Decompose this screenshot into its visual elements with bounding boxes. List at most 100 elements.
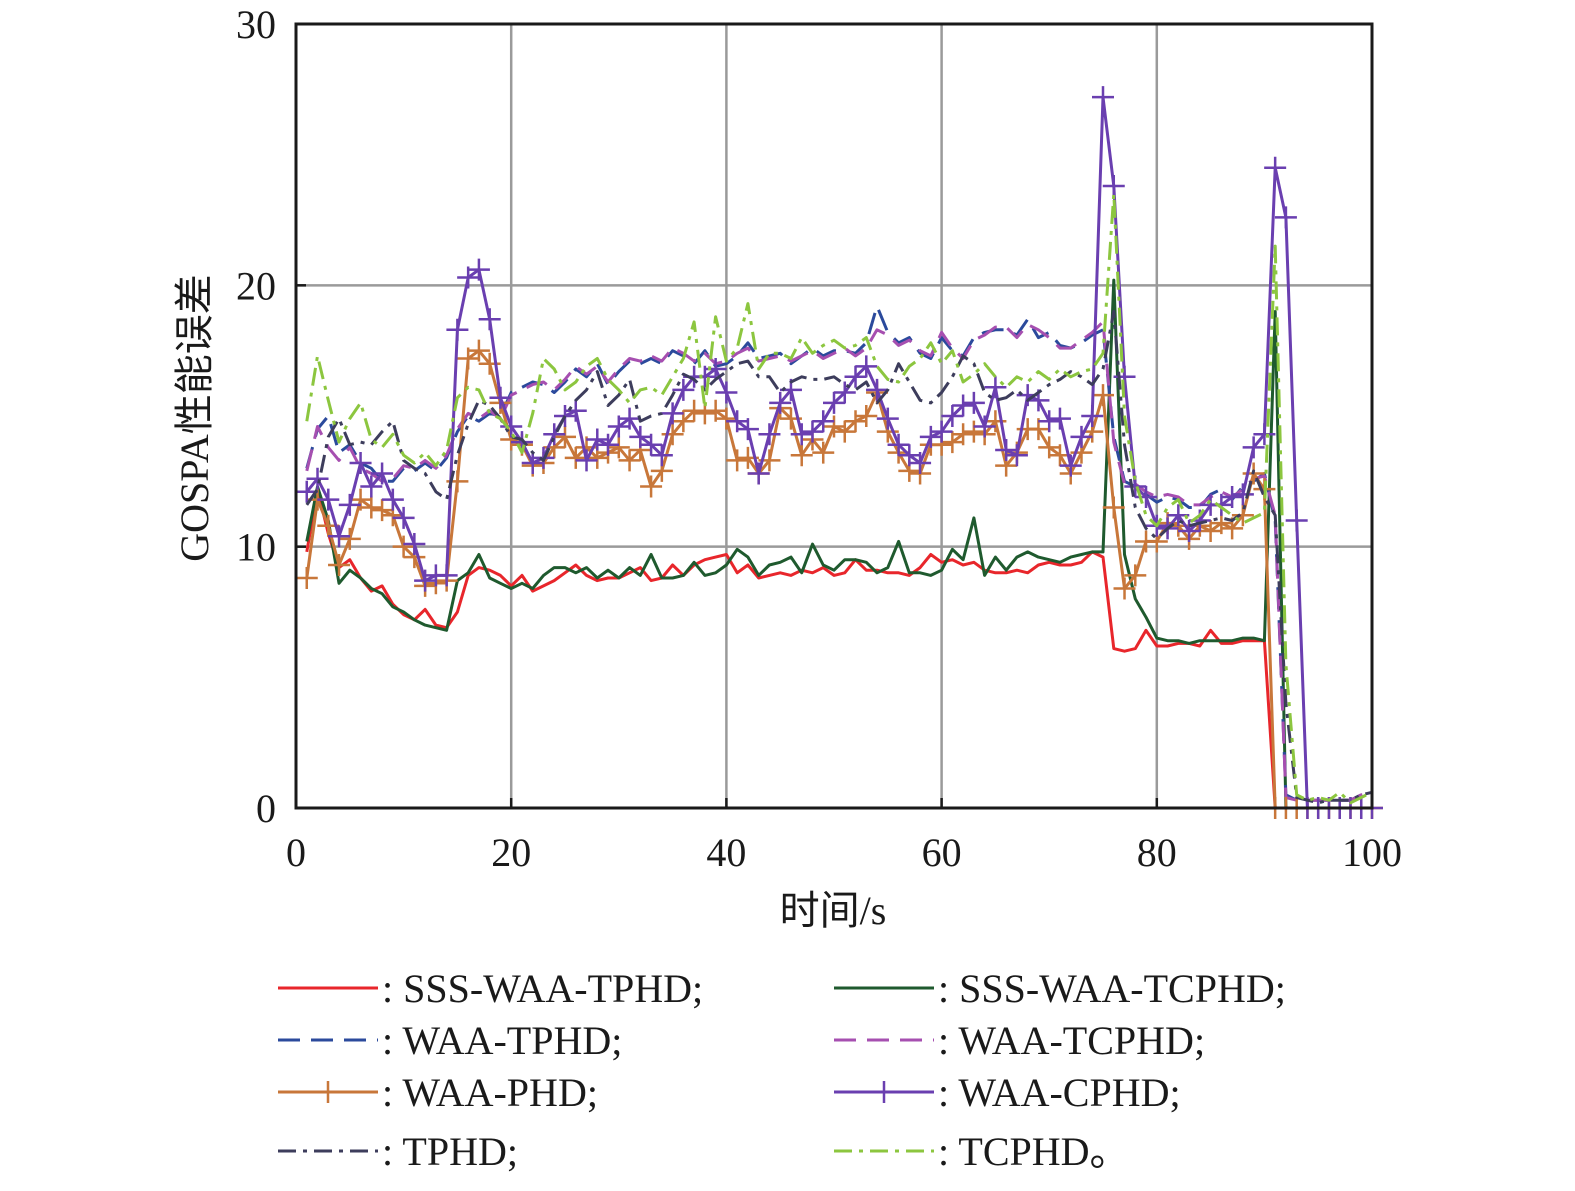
y-tick-label: 20 — [236, 263, 276, 308]
series-6-point-42 — [736, 418, 759, 441]
series-6-point-53 — [855, 355, 878, 378]
series-6-point-60 — [930, 420, 953, 443]
x-tick-label: 20 — [491, 830, 531, 875]
series-6-point-83 — [1178, 519, 1201, 542]
series-5-point-50 — [823, 415, 845, 438]
legend-label: : WAA-TCPHD; — [938, 1018, 1205, 1063]
series-6-point-14 — [435, 564, 458, 587]
series-6-point-36 — [672, 378, 695, 401]
series-5-point-40 — [715, 407, 738, 430]
series-6-point-7 — [360, 475, 383, 498]
series-6-point-28 — [586, 428, 609, 451]
series-6-point-43 — [747, 462, 770, 485]
series-6-point-27 — [575, 449, 598, 472]
series-5-point-8 — [371, 499, 394, 522]
series-6-point-66 — [995, 438, 1018, 461]
series-5-point-26 — [564, 446, 587, 469]
series-6-point-93 — [1285, 509, 1308, 532]
series-5-point-49 — [812, 441, 835, 464]
x-tick-labels: 0 20 40 60 80 100 — [286, 830, 1402, 875]
series-6-point-40 — [715, 381, 738, 404]
series-6-point-24 — [543, 423, 566, 446]
legend-item-2: : SSS-WAA-TCPHD; — [834, 966, 1286, 1011]
series-6-point-35 — [661, 402, 684, 425]
series-line-8 — [305, 192, 1373, 805]
legend-item-8: : TCPHD。 — [834, 1129, 1130, 1174]
series-6-point-22 — [521, 452, 544, 475]
series-5-point-62 — [952, 423, 975, 446]
series-6-point-63 — [962, 391, 985, 414]
series-5-point-25 — [554, 425, 576, 448]
legend-item-3: : WAA-TPHD; — [278, 1018, 622, 1063]
series-5-point-41 — [726, 449, 749, 472]
series-lines — [295, 86, 1383, 819]
legend-label: : SSS-WAA-TCPHD; — [938, 966, 1286, 1011]
x-tick-label: 80 — [1137, 830, 1177, 875]
y-tick-label: 0 — [256, 786, 276, 831]
series-5-point-76 — [1102, 496, 1125, 519]
series-6-point-76 — [1102, 175, 1125, 198]
series-6-point-67 — [1005, 444, 1028, 467]
series-6-point-65 — [984, 376, 1007, 399]
series-6-point-51 — [833, 381, 856, 404]
series-6-point-52 — [844, 365, 867, 388]
legend: : SSS-WAA-TPHD; : SSS-WAA-TCPHD; : WAA-TPH… — [278, 966, 1286, 1174]
series-6-point-4 — [328, 525, 351, 548]
legend-label: : WAA-TPHD; — [382, 1018, 622, 1063]
series-6-point-58 — [909, 452, 932, 475]
y-axis-title: GOSPA性能误差 — [172, 274, 217, 561]
series-5-point-37 — [683, 399, 706, 422]
series-6-point-87 — [1221, 486, 1244, 509]
series-6-point-17 — [467, 258, 490, 281]
series-6-point-44 — [758, 423, 781, 446]
series-6-point-62 — [952, 394, 975, 417]
series-6-point-75 — [1092, 86, 1114, 109]
series-6-point-61 — [941, 405, 964, 427]
series-6-point-73 — [1070, 425, 1093, 448]
series-5-point-47 — [790, 444, 813, 467]
series-6-point-91 — [1264, 156, 1287, 179]
series-6-point-47 — [790, 423, 813, 446]
series-5-point-52 — [844, 410, 867, 433]
series-6-point-88 — [1231, 483, 1254, 506]
series-5-point-35 — [661, 423, 684, 446]
series-6-point-71 — [1048, 407, 1071, 430]
series-5-point-78 — [1124, 564, 1147, 587]
plot-border — [294, 22, 1374, 810]
series-5-point-51 — [833, 420, 856, 443]
legend-label: : SSS-WAA-TPHD; — [382, 966, 703, 1011]
series-6-point-49 — [812, 410, 835, 433]
series-6-point-9 — [381, 488, 404, 511]
series-5-point-33 — [640, 475, 663, 498]
series-6-point-18 — [478, 308, 501, 331]
x-tick-label: 40 — [706, 830, 746, 875]
x-tick-label: 0 — [286, 830, 306, 875]
legend-label: : WAA-PHD; — [382, 1070, 598, 1115]
series-6-point-11 — [403, 533, 426, 556]
series-6-point-29 — [597, 433, 620, 456]
series-6-point-70 — [1038, 410, 1061, 433]
y-tick-label: 30 — [236, 2, 276, 47]
series-6-point-74 — [1081, 405, 1104, 427]
series-6-point-33 — [640, 433, 663, 456]
legend-label: : TPHD; — [382, 1129, 518, 1174]
series-6-point-54 — [866, 378, 889, 401]
series-6-point-10 — [392, 506, 415, 529]
series-line-5 — [305, 349, 1372, 810]
series-5-point-1 — [295, 567, 318, 590]
legend-label: : WAA-CPHD; — [938, 1070, 1181, 1115]
series-6-point-92 — [1274, 206, 1297, 229]
series-6-point-26 — [564, 399, 587, 422]
series-5-point-7 — [360, 496, 383, 519]
x-axis-title: 时间/s — [780, 888, 887, 933]
series-5-point-38 — [693, 402, 716, 425]
x-tick-label: 60 — [922, 830, 962, 875]
series-6-point-77 — [1113, 365, 1136, 388]
legend-item-4: : WAA-TCPHD; — [834, 1018, 1205, 1063]
legend-item-5: : WAA-PHD; — [278, 1070, 598, 1115]
series-6-point-90 — [1253, 423, 1276, 446]
series-6-point-64 — [973, 415, 996, 438]
legend-label: : TCPHD。 — [938, 1129, 1130, 1174]
legend-marker — [873, 1081, 895, 1103]
